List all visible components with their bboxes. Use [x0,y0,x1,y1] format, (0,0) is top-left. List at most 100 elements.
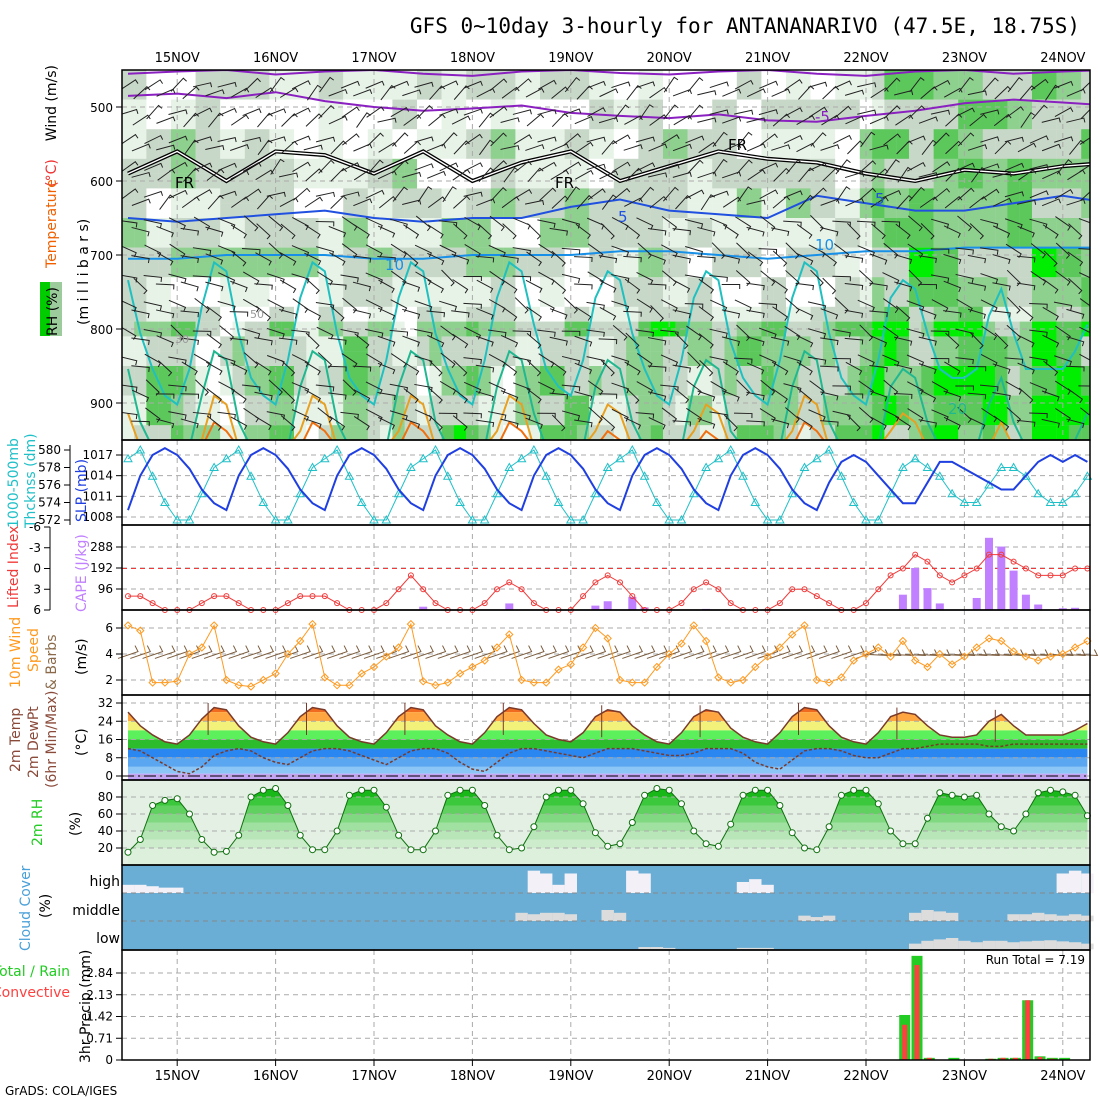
wind-barb [537,109,557,116]
wind-barb [501,360,518,376]
wind-barb [760,215,776,232]
contour-label-rh50: 50 [250,308,264,321]
wind-barb [636,381,654,395]
wind-barb [894,254,913,265]
rh-shade-cell [958,247,971,263]
surface-wind-barb [572,645,594,659]
rh-shade-cell [527,158,541,174]
wind-barb [155,283,175,290]
wind-barb [1054,355,1072,366]
wind-barb [402,361,420,376]
rh-shade-cell [970,188,983,204]
wind-barb [1079,164,1090,173]
rh-shade-cell [970,380,983,396]
wind-barb [241,247,261,255]
rh-shade-cell [982,292,996,307]
rh-point [887,827,895,835]
rh-shade-cell [232,188,245,204]
rh-shade-cell [244,425,258,440]
rh-shade-cell [515,129,528,145]
wind-barb [737,186,753,202]
cloud-clear-bar-low [982,940,996,950]
wind-barb [709,275,728,282]
wind-barb [612,161,631,173]
rh-shade-cell [1032,232,1045,248]
thickness-point [393,488,404,498]
wind-barb [807,301,827,311]
wind-barb [723,414,738,432]
surface-wind-barb [228,645,250,659]
wind-barb [710,380,727,395]
rh-shade-cell [417,306,430,322]
wind-barb [859,324,874,342]
rh-shade-cell [232,366,245,381]
rh-shade-cell [601,218,614,233]
rh-shade-cell [958,232,971,248]
rh-shade-cell [1081,425,1090,440]
wind-speed-point [197,643,207,652]
thickness-point [1070,488,1080,498]
surface-wind-barb [732,645,754,659]
rh-shade-cell [995,306,1008,322]
rh-point [997,823,1005,831]
wind-barb [832,357,851,364]
wind-speed-point [787,630,797,639]
rh-shade-cell [183,70,196,85]
rh-shade-cell [183,129,196,145]
wind-barb [230,416,248,430]
rh-shade-cell [490,144,504,159]
wind-speed-point [861,649,871,659]
rh-shade-cell [909,306,922,322]
label-wind10-3: & Barbs [44,635,60,691]
wind-barb [870,87,889,99]
rh-shade-cell [589,173,602,189]
wind-barb [1042,224,1059,239]
rh-shade-cell [355,292,368,307]
rh-shade-cell [1094,188,1100,203]
wind-barb [427,279,445,294]
rh-shade-cell [195,277,209,293]
wind-barb [685,246,704,257]
rh-point [960,793,968,801]
cloud-clear-bar-high [736,881,750,894]
wind-barb [182,86,200,100]
rh-shade-cell [933,410,947,426]
wind-barb [539,187,557,201]
wind-barb [796,416,813,431]
rh-shade-cell [1044,232,1057,248]
rh-shade-cell [921,351,934,367]
thickness-point [160,497,170,506]
rh-shade-cell [798,232,811,248]
wind-barb [168,273,187,284]
wind-barb [1041,198,1061,207]
wind-barb [168,299,187,312]
rh-shade-cell [810,70,824,85]
rh-shade-cell [404,158,418,174]
wind-barb [206,361,223,376]
rh-shade-cell [195,188,209,204]
wind-barb [353,389,371,403]
wind-barb [635,412,655,419]
isotherm-15 [127,260,1089,407]
rh-shade-cell [343,84,356,100]
wind-barb [561,355,581,366]
wind-barb [476,307,494,320]
wind-barb [884,158,900,175]
rh-shade-cell [601,232,614,248]
rh-shade-cell [478,306,491,322]
wind-barb [698,306,715,322]
wind-barb [229,311,249,317]
li-point [973,565,980,572]
wind-speed-point [246,682,256,691]
wind-speed-point [775,643,785,652]
thickness-tick-label: 574 [38,496,61,510]
wind-speed-point [369,662,379,672]
rh-point [407,846,415,854]
rh-shade-cell [355,232,368,248]
wind-barb [760,133,778,146]
surface-wind-barb [449,645,471,659]
cloud-clear-bar-middle [1044,914,1057,922]
wind-barb [844,393,864,399]
wind-barb [893,393,913,399]
wind-barb [377,335,396,347]
